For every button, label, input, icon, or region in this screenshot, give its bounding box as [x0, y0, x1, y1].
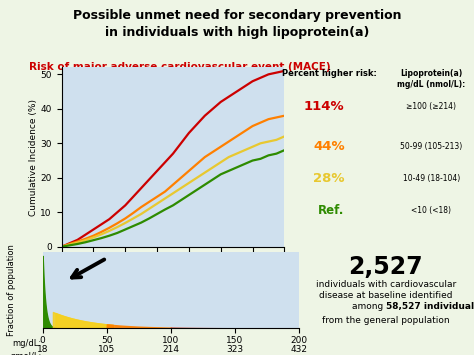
X-axis label: Time on study (years): Time on study (years) [124, 268, 222, 277]
Text: 114%: 114% [304, 100, 345, 113]
Text: from the general population: from the general population [322, 316, 450, 326]
Text: 28%: 28% [313, 172, 345, 185]
Text: 105: 105 [98, 345, 115, 354]
Text: Ref.: Ref. [318, 204, 345, 217]
Text: Possible unmet need for secondary prevention
in individuals with high lipoprotei: Possible unmet need for secondary preven… [73, 9, 401, 39]
Text: 18: 18 [37, 345, 48, 354]
Text: ≥100 (≥214): ≥100 (≥214) [407, 102, 456, 111]
Text: among: among [352, 302, 386, 311]
Text: Risk of major adverse cardiovascular event (MACE): Risk of major adverse cardiovascular eve… [29, 62, 331, 72]
Text: 214: 214 [162, 345, 179, 354]
Text: 10-49 (18-104): 10-49 (18-104) [403, 174, 460, 183]
Text: Lipoprotein(a)
mg/dL (nmol/L):: Lipoprotein(a) mg/dL (nmol/L): [397, 69, 465, 89]
Text: 2,527: 2,527 [348, 255, 423, 279]
Y-axis label: Cumulative Incidence (%): Cumulative Incidence (%) [28, 99, 37, 215]
Text: 44%: 44% [313, 140, 345, 153]
Text: 432: 432 [290, 345, 307, 354]
Text: Fraction of population: Fraction of population [8, 244, 17, 336]
Text: individuals with cardiovascular: individuals with cardiovascular [316, 280, 456, 289]
Text: 323: 323 [226, 345, 243, 354]
Text: nmol/L:: nmol/L: [10, 351, 41, 355]
Text: <10 (<18): <10 (<18) [411, 206, 451, 215]
Text: disease at baseline identified: disease at baseline identified [319, 291, 453, 300]
Text: Percent higher risk:: Percent higher risk: [283, 69, 377, 78]
Text: 58,527 individuals: 58,527 individuals [386, 302, 474, 311]
Text: mg/dL:: mg/dL: [12, 339, 41, 348]
Text: 50-99 (105-213): 50-99 (105-213) [401, 142, 463, 151]
